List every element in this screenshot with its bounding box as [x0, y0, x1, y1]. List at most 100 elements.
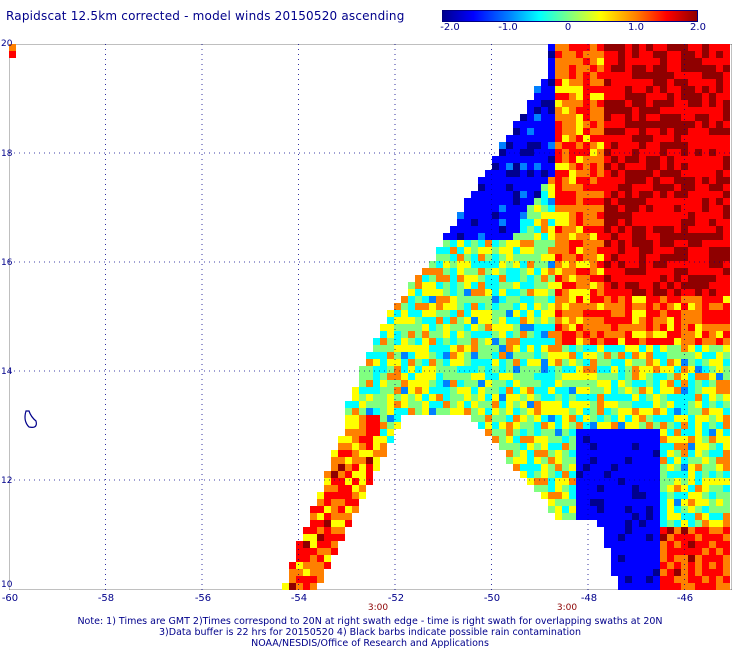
swath-cell: [492, 408, 499, 415]
swath-cell: [632, 562, 639, 569]
swath-cell: [359, 366, 366, 373]
swath-cell: [457, 387, 464, 394]
swath-cell: [478, 366, 485, 373]
swath-cell: [394, 317, 401, 324]
swath-cell: [555, 282, 562, 289]
swath-cell: [471, 415, 478, 422]
swath-cell: [723, 317, 730, 324]
swath-cell: [527, 422, 534, 429]
swath-cell: [303, 583, 310, 590]
swath-cell: [387, 359, 394, 366]
swath-cell: [583, 289, 590, 296]
swath-cell: [723, 548, 730, 555]
swath-cell: [387, 422, 394, 429]
swath-cell: [331, 471, 338, 478]
swath-cell: [618, 296, 625, 303]
swath-cell: [625, 366, 632, 373]
swath-cell: [569, 352, 576, 359]
swath-cell: [709, 233, 716, 240]
swath-cell: [716, 184, 723, 191]
swath-cell: [562, 100, 569, 107]
swath-cell: [667, 555, 674, 562]
swath-cell: [695, 569, 702, 576]
swath-cell: [597, 380, 604, 387]
swath-cell: [583, 394, 590, 401]
swath-cell: [541, 79, 548, 86]
swath-cell: [499, 142, 506, 149]
swath-cell: [527, 142, 534, 149]
swath-cell: [681, 198, 688, 205]
swath-cell: [688, 506, 695, 513]
swath-cell: [702, 373, 709, 380]
swath-cell: [562, 205, 569, 212]
swath-cell: [590, 450, 597, 457]
swath-cell: [520, 296, 527, 303]
swath-cell: [499, 261, 506, 268]
swath-cell: [527, 219, 534, 226]
swath-cell: [660, 114, 667, 121]
swath-cell: [443, 401, 450, 408]
swath-cell: [709, 254, 716, 261]
swath-cell: [513, 142, 520, 149]
swath-cell: [555, 79, 562, 86]
swath-cell: [583, 513, 590, 520]
swath-cell: [562, 142, 569, 149]
swath-cell: [527, 324, 534, 331]
swath-cell: [492, 198, 499, 205]
swath-cell: [590, 128, 597, 135]
swath-cell: [632, 226, 639, 233]
swath-cell: [702, 345, 709, 352]
swath-cell: [709, 527, 716, 534]
swath-cell: [597, 429, 604, 436]
swath-cell: [646, 72, 653, 79]
swath-cell: [492, 261, 499, 268]
swath-cell: [415, 310, 422, 317]
swath-cell: [548, 44, 555, 51]
swath-cell: [604, 499, 611, 506]
swath-cell: [653, 289, 660, 296]
swath-cell: [527, 429, 534, 436]
swath-cell: [569, 499, 576, 506]
swath-cell: [296, 562, 303, 569]
swath-cell: [702, 121, 709, 128]
swath-cell: [667, 324, 674, 331]
swath-cell: [583, 373, 590, 380]
swath-cell: [597, 359, 604, 366]
swath-cell: [709, 58, 716, 65]
swath-cell: [660, 93, 667, 100]
swath-cell: [345, 478, 352, 485]
swath-cell: [618, 422, 625, 429]
swath-cell: [520, 177, 527, 184]
swath-cell: [639, 226, 646, 233]
swath-cell: [625, 156, 632, 163]
swath-cell: [443, 282, 450, 289]
swath-cell: [548, 394, 555, 401]
swath-cell: [611, 485, 618, 492]
swath-cell: [471, 296, 478, 303]
swath-cell: [485, 219, 492, 226]
swath-cell: [324, 471, 331, 478]
swath-cell: [611, 100, 618, 107]
swath-cell: [562, 310, 569, 317]
swath-cell: [667, 359, 674, 366]
swath-cell: [653, 527, 660, 534]
swath-cell: [653, 170, 660, 177]
swath-cell: [667, 457, 674, 464]
swath-cell: [667, 121, 674, 128]
swath-cell: [457, 408, 464, 415]
swath-cell: [688, 121, 695, 128]
swath-cell: [632, 422, 639, 429]
swath-cell: [590, 415, 597, 422]
swath-cell: [303, 555, 310, 562]
swath-cell: [541, 296, 548, 303]
swath-cell: [541, 170, 548, 177]
swath-cell: [401, 373, 408, 380]
swath-cell: [548, 401, 555, 408]
swath-cell: [618, 520, 625, 527]
swath-cell: [597, 72, 604, 79]
swath-cell: [443, 289, 450, 296]
swath-cell: [709, 191, 716, 198]
swath-cell: [513, 387, 520, 394]
swath-cell: [527, 331, 534, 338]
swath-cell: [366, 401, 373, 408]
